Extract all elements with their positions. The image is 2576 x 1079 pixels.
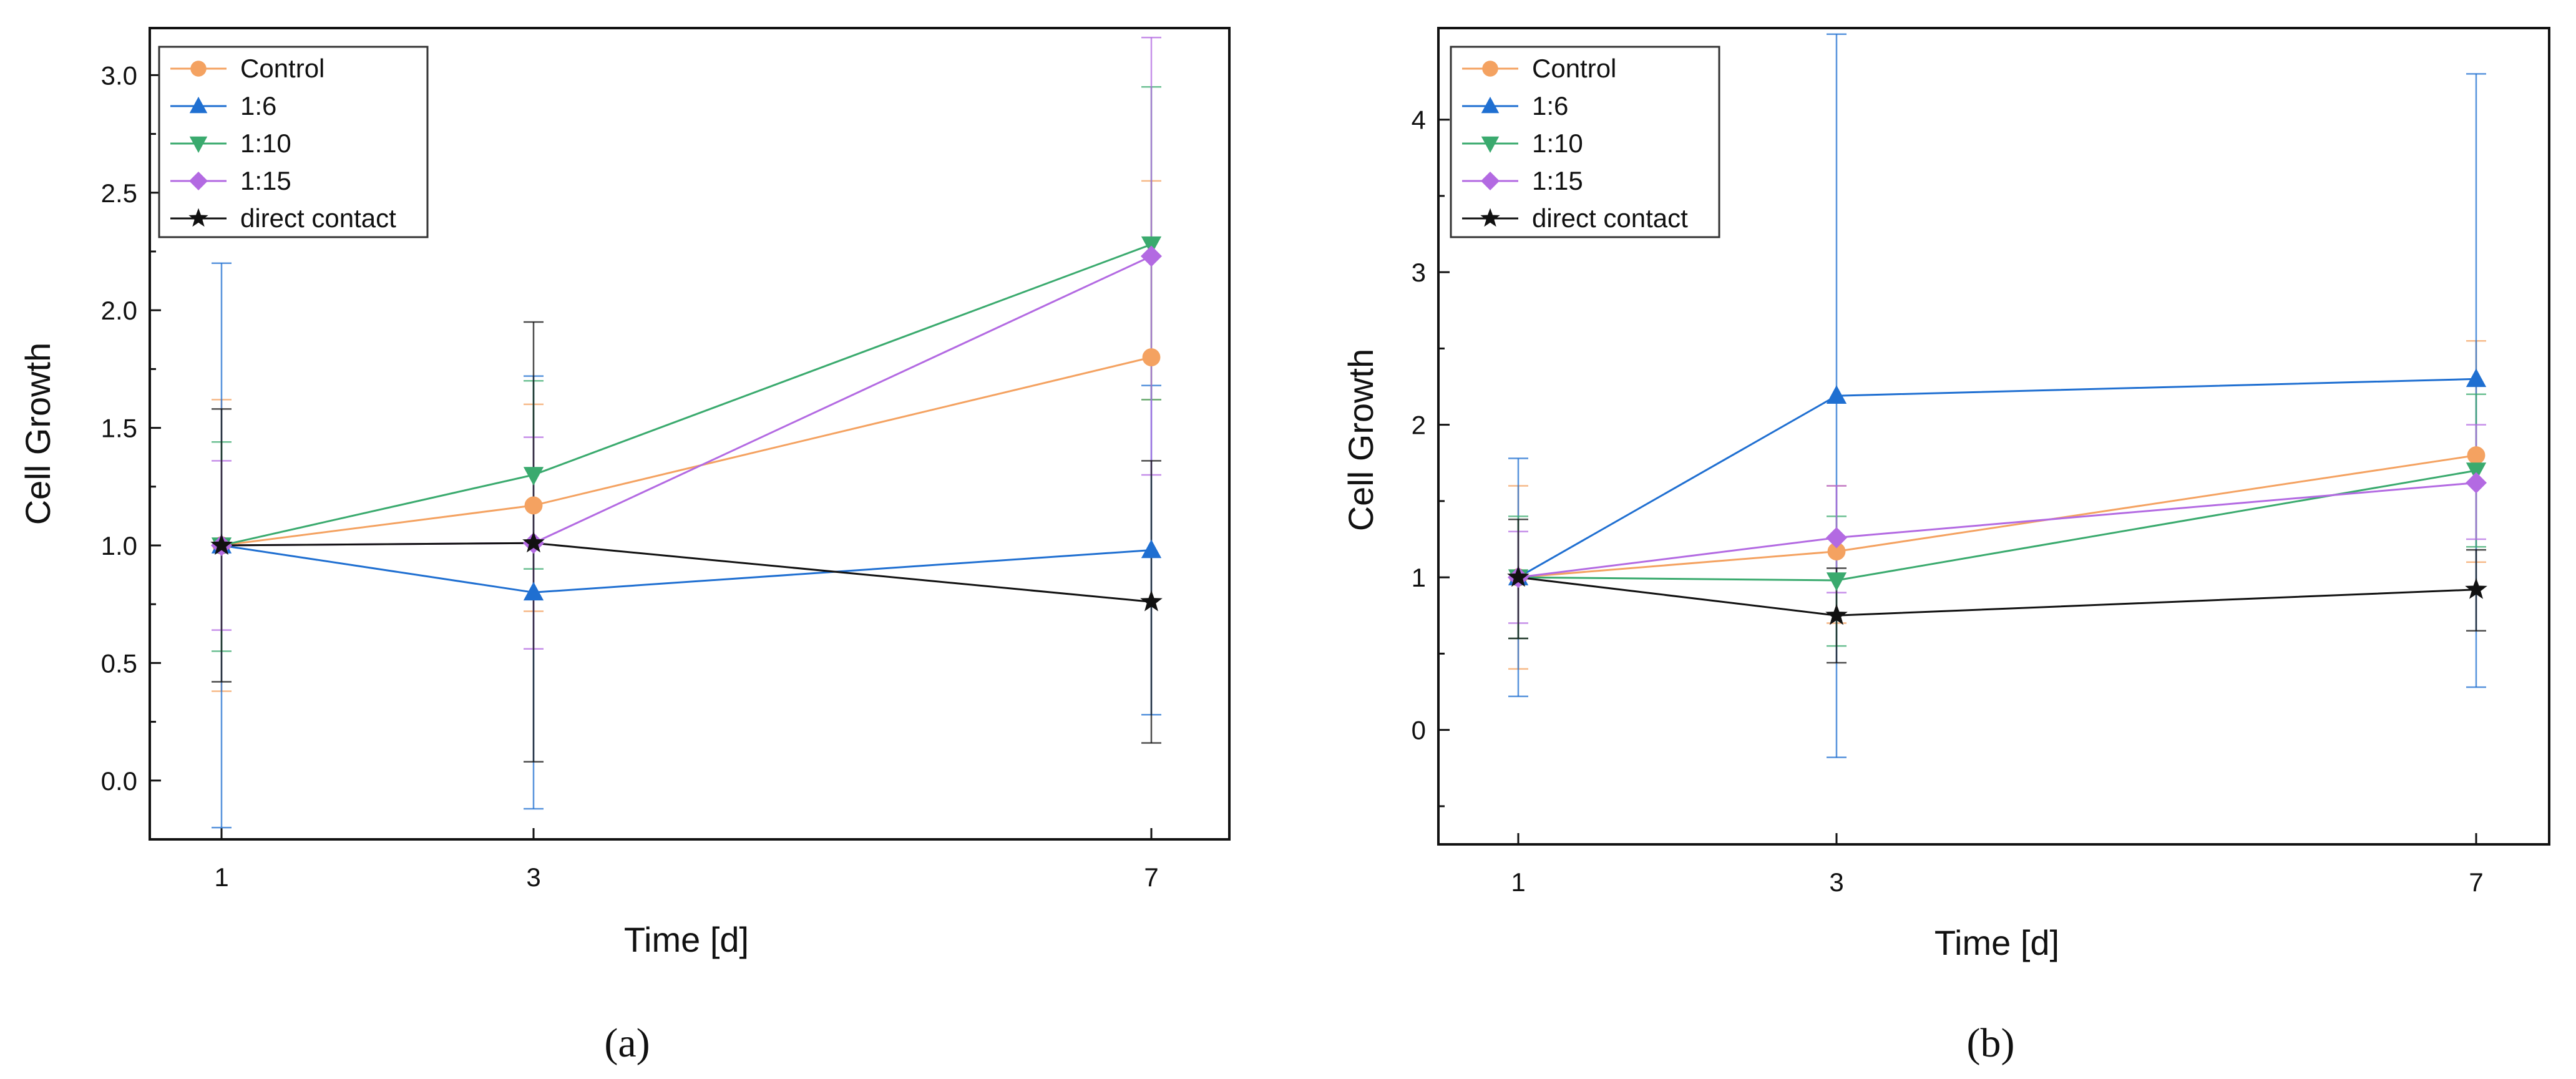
data-point-b [2466, 472, 2487, 494]
legend-label-a: direct contact [240, 203, 396, 233]
x-tick-label-b: 3 [1829, 867, 1843, 897]
y-tick-label-a: 3.0 [101, 61, 137, 90]
data-point-b [2466, 368, 2487, 388]
x-tick-label-a: 1 [214, 862, 228, 892]
legend-label-b: direct contact [1532, 203, 1688, 233]
legend-marker-a [189, 136, 208, 153]
legend-label-b: Control [1532, 54, 1616, 83]
chart-panel-b: Cell Growth Time [d] (b) 0 1 2 3 4 1 3 7 Control… [1341, 27, 2550, 1066]
data-point-a [1140, 590, 1163, 612]
data-point-b [2466, 462, 2487, 482]
y-tick-label-b: 1 [1412, 563, 1426, 592]
data-point-b [1827, 542, 1846, 561]
data-point-a [524, 496, 543, 515]
legend-label-a: 1:6 [240, 91, 276, 120]
legend-marker-b [1481, 97, 1500, 114]
series-line-a [221, 255, 1152, 547]
legend-label-a: Control [240, 54, 324, 83]
y-tick-label-a: 0.5 [101, 648, 137, 678]
y-axis-title-b: Cell Growth [1341, 349, 1380, 532]
x-tick-label-a: 7 [1144, 862, 1158, 892]
data-point-b [2467, 446, 2486, 465]
series-line-a [221, 542, 1152, 603]
legend-label-a: 1:15 [240, 166, 291, 195]
series-line-b [1518, 482, 2477, 579]
data-point-a [210, 534, 233, 555]
y-tick-label-a: 2.5 [101, 178, 137, 208]
legend-marker-b [1481, 172, 1500, 190]
panel-label-a: (a) [604, 1020, 650, 1066]
data-point-a [522, 531, 545, 553]
legend-label-a: 1:10 [240, 129, 291, 158]
data-point-b [1826, 527, 1847, 549]
series-line-b [1518, 576, 2477, 617]
y-tick-label-a: 2.0 [101, 296, 137, 325]
y-tick-label-b: 3 [1412, 258, 1426, 287]
y-tick-label-b: 0 [1412, 716, 1426, 745]
plot-area-frame-b [1437, 27, 2550, 846]
y-axis-title-a: Cell Growth [18, 343, 57, 525]
x-axis-title-a: Time [d] [624, 920, 749, 959]
legend-label-b: 1:10 [1532, 129, 1583, 158]
data-point-b [1507, 565, 1530, 587]
chart-content-a: 0.0 0.5 1.0 1.5 2.0 2.5 3.0 1 3 7 Control 1:6 1:10 1:… [101, 36, 1163, 892]
x-tick-label-b: 1 [1511, 867, 1525, 897]
data-point-b [1825, 603, 1848, 625]
data-point-a [1142, 348, 1161, 366]
legend-label-b: 1:6 [1532, 91, 1568, 120]
legend-marker-a [190, 61, 207, 77]
y-tick-label-b: 4 [1412, 105, 1426, 135]
data-point-b [1826, 385, 1847, 404]
data-point-a [1141, 245, 1162, 267]
legend-marker-a [188, 208, 208, 227]
legend-marker-b [1481, 136, 1500, 153]
data-point-b [2465, 578, 2487, 599]
chart-panel-a: Cell Growth Time [d] (a) 0.0 0.5 1.0 1.5 2.0… [18, 27, 1231, 1066]
series-line-b [1518, 469, 2477, 582]
legend-marker-b [1482, 61, 1498, 77]
x-axis-title-b: Time [d] [1934, 923, 2059, 962]
legend-label-b: 1:15 [1532, 166, 1583, 195]
series-line-a [221, 243, 1152, 547]
series-line-a [221, 544, 1152, 593]
legend-marker-b [1480, 208, 1500, 227]
x-tick-label-b: 7 [2469, 867, 2483, 897]
plot-area-frame-a [149, 27, 1231, 841]
data-point-a [1141, 539, 1162, 559]
y-tick-label-a: 1.5 [101, 414, 137, 443]
chart-content-b: 0 1 2 3 4 1 3 7 Control 1:6 1:10 1:15 direct contact [1412, 33, 2487, 897]
x-tick-label-a: 3 [526, 862, 540, 892]
data-point-b [1826, 572, 1847, 592]
y-tick-label-a: 0.0 [101, 766, 137, 796]
panel-label-b: (b) [1967, 1020, 2015, 1066]
legend-marker-a [189, 172, 208, 190]
legend-marker-a [189, 97, 208, 114]
series-line-b [1518, 378, 2477, 579]
data-point-a [523, 467, 544, 486]
y-tick-label-b: 2 [1412, 411, 1426, 440]
series-line-a [221, 356, 1152, 547]
data-point-a [523, 582, 544, 601]
y-tick-label-a: 1.0 [101, 531, 137, 560]
